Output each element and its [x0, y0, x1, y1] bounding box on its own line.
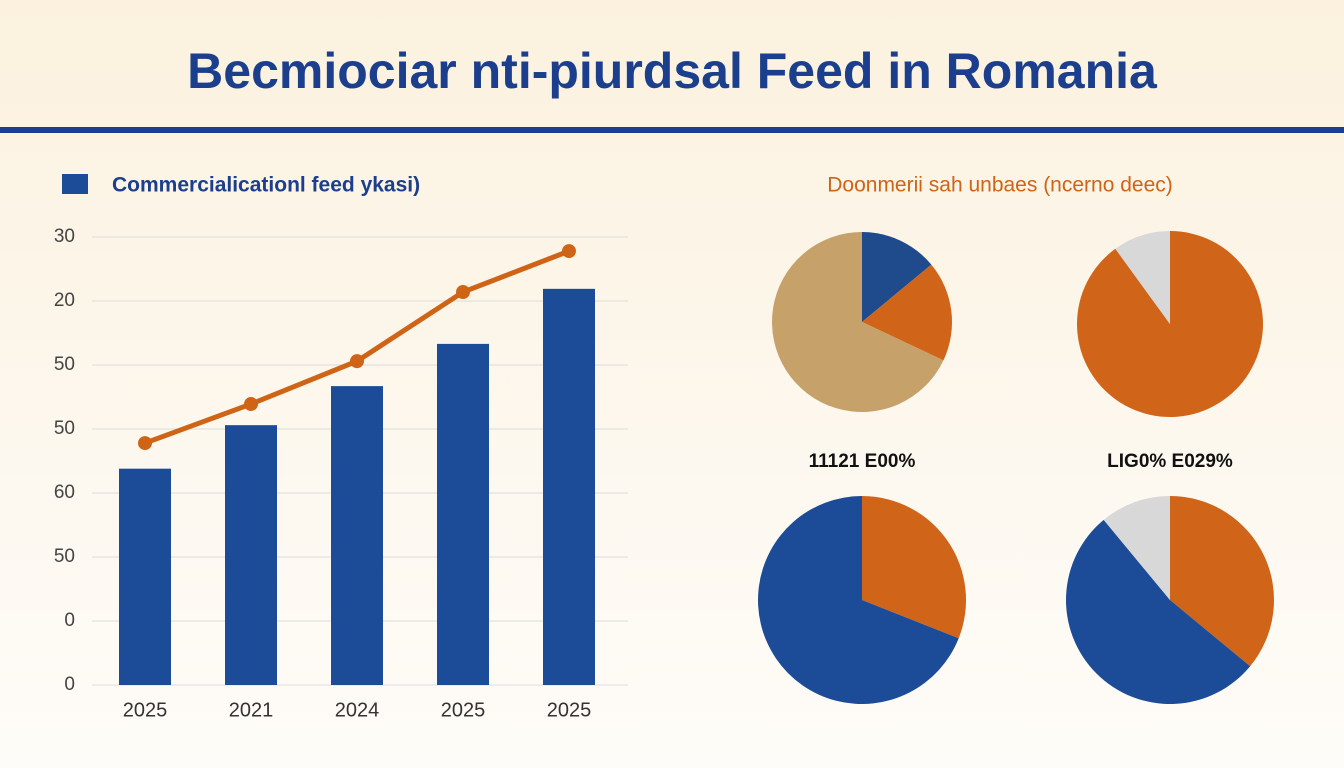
pie-slice — [862, 496, 967, 639]
x-tick-label: 2025 — [441, 699, 486, 721]
x-tick-label: 2025 — [547, 699, 592, 721]
y-tick-label: 60 — [54, 482, 75, 503]
line-point — [138, 436, 152, 451]
y-tick-label: 0 — [64, 674, 75, 695]
pie-slice — [1066, 519, 1251, 704]
bar — [437, 343, 489, 685]
line-point — [244, 397, 258, 412]
y-tick-label: 50 — [54, 354, 75, 375]
line-point — [350, 354, 364, 369]
x-tick-label: 2021 — [229, 699, 274, 721]
line-point — [456, 285, 470, 300]
page-title: Becmiociar nti-piurdsal Feed in Romania — [187, 43, 1158, 99]
pie-slice — [862, 264, 952, 361]
x-tick-label: 2024 — [335, 699, 380, 721]
pie-title: 11121 E00% — [809, 451, 916, 472]
y-tick-label: 30 — [54, 226, 75, 247]
pie-slice — [1103, 496, 1170, 600]
pie-slice — [772, 232, 944, 412]
y-tick-label: 50 — [54, 418, 75, 439]
pie-slice — [862, 232, 932, 322]
pie-slice — [1170, 496, 1275, 667]
pie-title: LIG0% E029% — [1107, 451, 1233, 472]
legend-swatch — [62, 174, 88, 194]
y-tick-label: 20 — [54, 290, 75, 311]
pie-slice — [758, 496, 959, 704]
bar — [119, 468, 171, 685]
y-tick-label: 50 — [54, 546, 75, 567]
bar — [225, 425, 277, 685]
y-tick-label: 0 — [64, 610, 75, 631]
x-tick-label: 2025 — [123, 699, 168, 721]
pie-slice — [1115, 231, 1170, 324]
legend-label: Commercialicationl feed ykasi) — [112, 174, 420, 197]
title-rule — [0, 127, 1344, 133]
bar — [331, 386, 383, 685]
bar — [543, 288, 595, 685]
pie-title: Doonmerii sah unbaes (ncerno deec) — [827, 174, 1173, 197]
line-point — [562, 244, 576, 259]
